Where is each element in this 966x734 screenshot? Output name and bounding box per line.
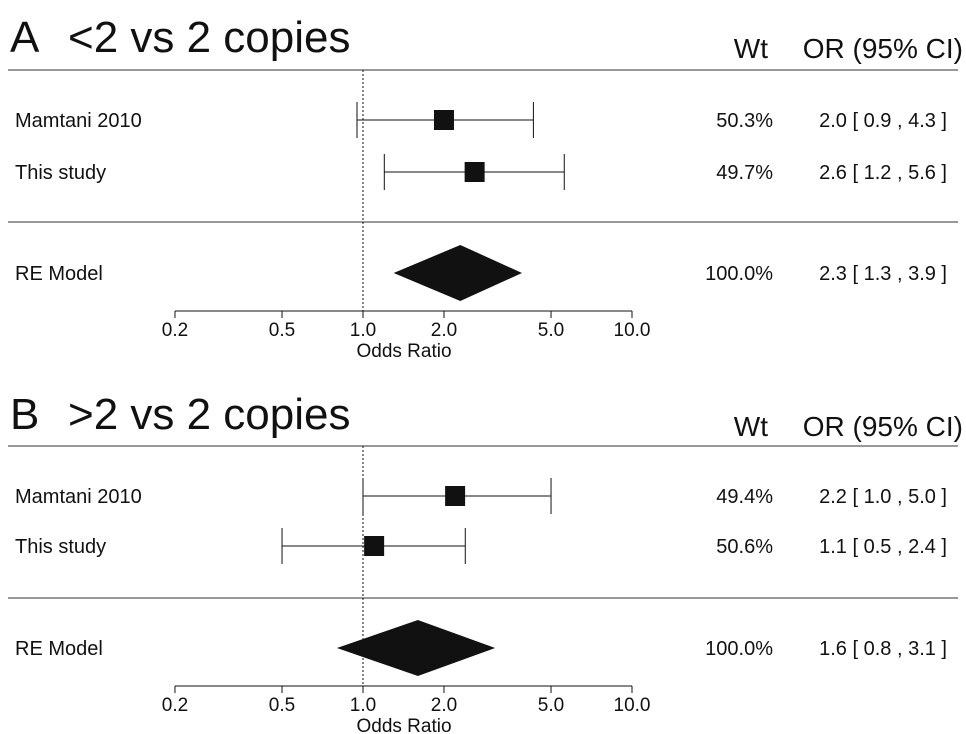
- panel-letter: A: [10, 13, 40, 62]
- study-or-ci: 2.0 [ 0.9 , 4.3 ]: [819, 110, 947, 132]
- x-tick-label: 1.0: [350, 695, 376, 716]
- weight-column-header: Wt: [734, 33, 768, 64]
- x-tick-label: 5.0: [538, 320, 564, 341]
- point-estimate-square: [434, 110, 454, 130]
- x-tick-label: 0.2: [162, 695, 188, 716]
- pooled-estimate-diamond: [337, 620, 495, 676]
- study-weight: 50.3%: [716, 110, 773, 132]
- pooled-weight: 100.0%: [705, 263, 773, 285]
- point-estimate-square: [465, 162, 485, 182]
- study-or-ci: 2.2 [ 1.0 , 5.0 ]: [819, 486, 947, 508]
- estimate-column-header: OR (95% CI): [803, 33, 963, 64]
- study-label: Mamtani 2010: [15, 486, 142, 508]
- x-tick-label: 0.5: [269, 695, 295, 716]
- panel-title: >2 vs 2 copies: [68, 390, 351, 439]
- x-tick-label: 0.5: [269, 320, 295, 341]
- x-tick-label: 10.0: [614, 695, 651, 716]
- study-or-ci: 1.1 [ 0.5 , 2.4 ]: [819, 536, 947, 558]
- panel-letter: B: [10, 390, 39, 439]
- study-weight: 49.4%: [716, 486, 773, 508]
- estimate-column-header: OR (95% CI): [803, 411, 963, 442]
- pooled-label: RE Model: [15, 638, 103, 660]
- panel-title: <2 vs 2 copies: [68, 13, 351, 62]
- x-tick-label: 10.0: [614, 320, 651, 341]
- x-tick-label: 2.0: [431, 695, 457, 716]
- x-tick-label: 1.0: [350, 320, 376, 341]
- study-weight: 50.6%: [716, 536, 773, 558]
- x-axis-title: Odds Ratio: [356, 341, 451, 362]
- study-or-ci: 2.6 [ 1.2 , 5.6 ]: [819, 162, 947, 184]
- point-estimate-square: [445, 486, 465, 506]
- pooled-weight: 100.0%: [705, 638, 773, 660]
- pooled-label: RE Model: [15, 263, 103, 285]
- pooled-estimate-diamond: [394, 245, 522, 301]
- study-label: Mamtani 2010: [15, 110, 142, 132]
- pooled-or-ci: 1.6 [ 0.8 , 3.1 ]: [819, 638, 947, 660]
- study-weight: 49.7%: [716, 162, 773, 184]
- x-tick-label: 5.0: [538, 695, 564, 716]
- pooled-or-ci: 2.3 [ 1.3 , 3.9 ]: [819, 263, 947, 285]
- x-tick-label: 2.0: [431, 320, 457, 341]
- study-label: This study: [15, 536, 106, 558]
- point-estimate-square: [364, 536, 384, 556]
- x-tick-label: 0.2: [162, 320, 188, 341]
- weight-column-header: Wt: [734, 411, 768, 442]
- x-axis-title: Odds Ratio: [356, 716, 451, 734]
- study-label: This study: [15, 162, 106, 184]
